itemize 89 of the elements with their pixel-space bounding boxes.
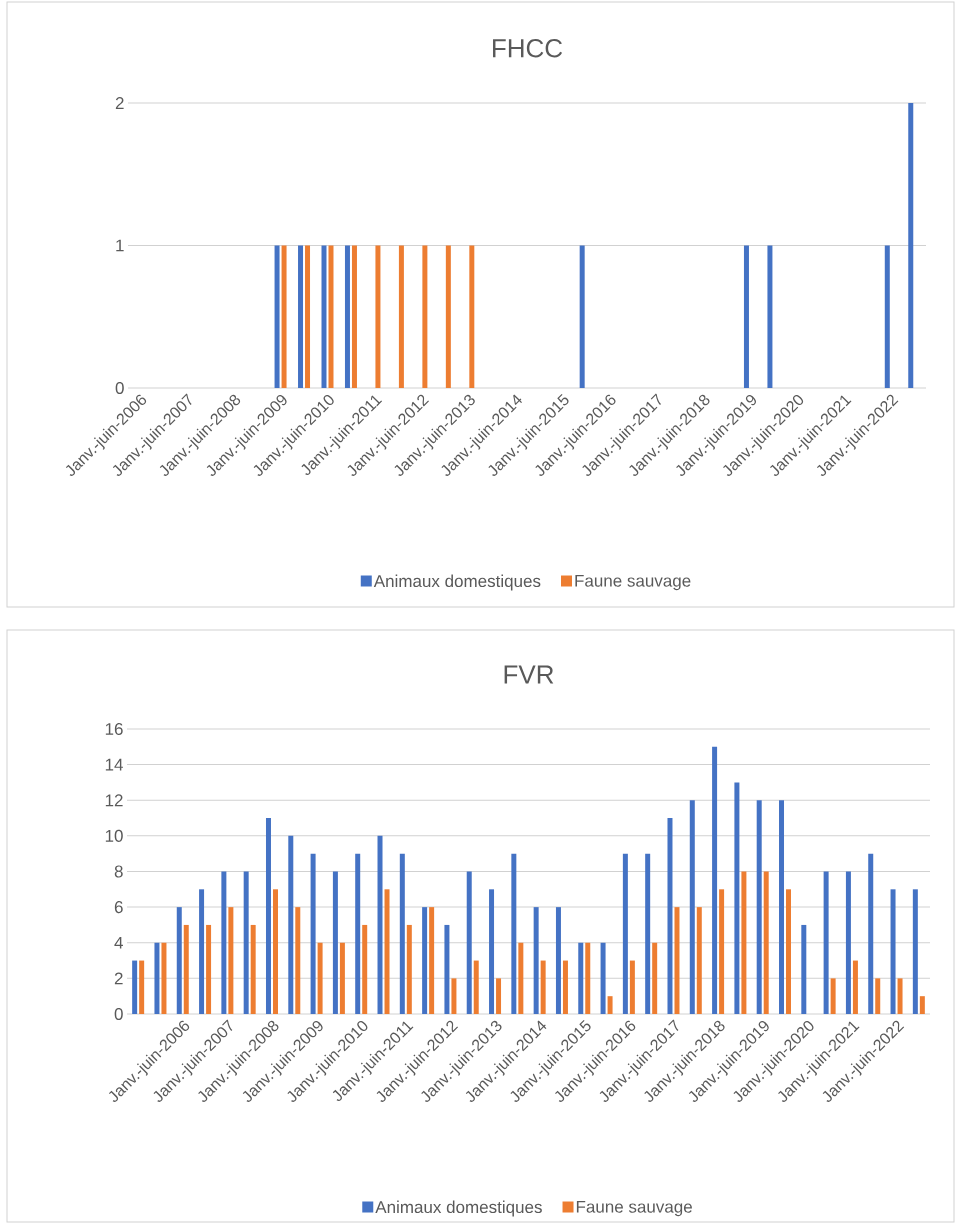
bar: [734, 782, 740, 1014]
y-tick-label: 0: [114, 1007, 123, 1021]
bar: [801, 924, 807, 1014]
bar: [585, 942, 591, 1014]
bar: [473, 960, 479, 1014]
bar: [489, 889, 495, 1014]
bar: [355, 853, 361, 1014]
bar: [667, 818, 673, 1014]
bar: [339, 942, 345, 1014]
y-tick-label: 6: [114, 901, 123, 914]
legend-label: Faune sauvage: [575, 574, 691, 591]
bar: [622, 853, 628, 1014]
bar: [466, 871, 472, 1014]
chart-title: FVR: [504, 665, 554, 684]
bar: [250, 924, 256, 1014]
bar: [518, 942, 524, 1014]
legend-label: Animaux domestiques: [375, 1200, 542, 1217]
bar: [645, 853, 651, 1014]
y-tick-label: 16: [105, 722, 123, 736]
bar: [429, 907, 435, 1014]
bar: [444, 924, 450, 1014]
bar: [696, 907, 702, 1014]
bar: [511, 853, 517, 1014]
bar: [741, 871, 747, 1014]
bar: [786, 889, 792, 1014]
bar: [823, 871, 829, 1014]
bar: [154, 942, 160, 1014]
bar: [652, 942, 658, 1014]
bar: [221, 871, 227, 1014]
bar: [578, 942, 584, 1014]
y-tick-label: 14: [105, 758, 123, 771]
bar: [629, 960, 635, 1014]
bar: [890, 889, 896, 1014]
bar: [265, 818, 271, 1014]
y-tick-label: 10: [105, 829, 123, 842]
bar: [206, 924, 212, 1014]
bar: [562, 960, 568, 1014]
bar: [332, 871, 338, 1014]
bar: [228, 907, 234, 1014]
bar: [540, 960, 546, 1014]
y-tick-label: 2: [115, 97, 124, 109]
bar: [183, 924, 189, 1014]
bar: [607, 996, 613, 1014]
bar: [533, 907, 539, 1014]
bar: [496, 978, 502, 1014]
bar: [362, 924, 368, 1014]
bar: [875, 978, 881, 1014]
bar: [845, 871, 851, 1014]
bar: [199, 889, 205, 1014]
bar: [919, 996, 925, 1014]
legend-label: Animaux domestiques: [373, 574, 541, 591]
bar: [176, 907, 182, 1014]
y-tick-label: 2: [114, 972, 123, 985]
bar: [384, 889, 390, 1014]
bar: [756, 800, 762, 1014]
bar: [912, 889, 918, 1014]
bar: [779, 800, 785, 1014]
y-tick-label: 8: [114, 865, 123, 878]
legend-label: Faune sauvage: [576, 1200, 692, 1217]
bar: [451, 978, 457, 1014]
bar: [317, 942, 323, 1014]
y-tick-label: 1: [116, 239, 124, 252]
bar: [852, 960, 858, 1014]
bar: [674, 907, 680, 1014]
bar: [830, 978, 836, 1014]
bar: [377, 835, 383, 1014]
bar: [868, 853, 874, 1014]
y-tick-label: 0: [115, 381, 124, 395]
bar: [897, 978, 903, 1014]
bar: [272, 889, 278, 1014]
bar: [288, 835, 294, 1014]
bar: [689, 800, 695, 1014]
bar: [763, 871, 769, 1014]
bar: [712, 746, 718, 1014]
bar: [243, 871, 249, 1014]
bar: [555, 907, 561, 1014]
bar: [399, 853, 405, 1014]
y-tick-label: 4: [114, 936, 123, 949]
bar: [422, 907, 428, 1014]
bar: [310, 853, 316, 1014]
bar: [719, 889, 725, 1014]
chart-title: FHCC: [493, 39, 563, 58]
bar: [161, 942, 167, 1014]
bar: [139, 960, 145, 1014]
bar: [406, 924, 412, 1014]
y-tick-label: 12: [105, 794, 123, 807]
bar: [295, 907, 301, 1014]
bar: [132, 960, 138, 1014]
bar: [600, 942, 606, 1014]
